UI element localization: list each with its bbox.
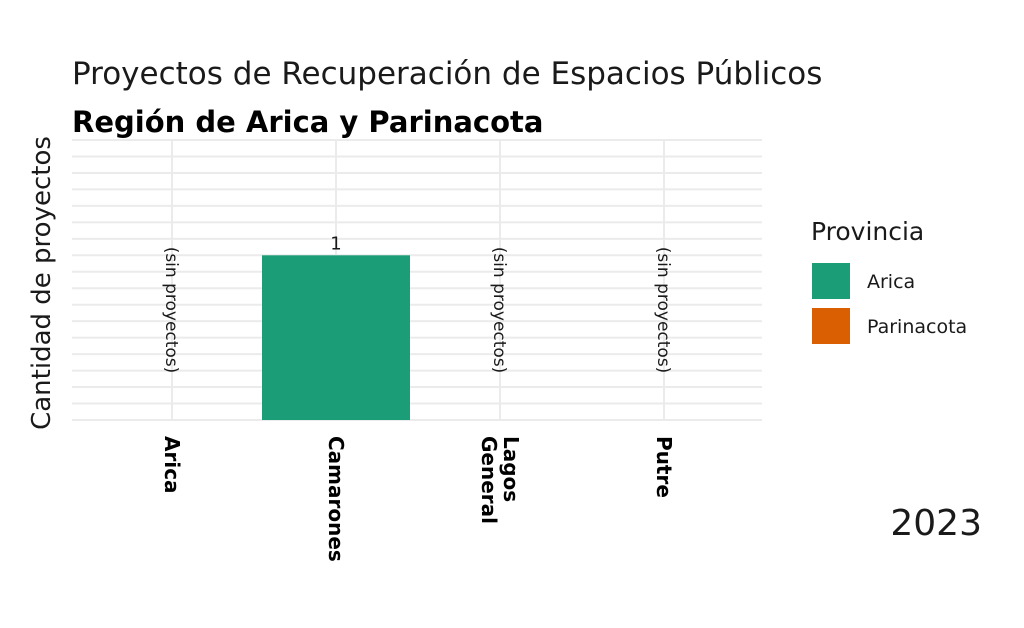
gridlines [72, 139, 762, 421]
x-tick-label-line: Putre [652, 436, 676, 498]
no-projects-note: (sin proyectos) [653, 247, 673, 374]
y-axis-label: Cantidad de proyectos [27, 136, 57, 430]
x-tick-label-line: Arica [160, 436, 184, 494]
x-tick-label: Putre [652, 436, 676, 498]
legend-swatch [812, 263, 850, 299]
bar [262, 255, 410, 420]
x-tick-label-line: Lagos [499, 436, 523, 502]
no-projects-note: (sin proyectos) [161, 247, 181, 374]
data-label: 1 [330, 233, 341, 254]
legend-label: Arica [867, 271, 915, 293]
bars [262, 255, 410, 420]
x-tick-label-line: Camarones [324, 436, 348, 562]
x-tick-label-line: General [477, 436, 501, 524]
chart-title: Proyectos de Recuperación de Espacios Pú… [72, 56, 822, 92]
year-label: 2023 [890, 503, 982, 544]
legend-title: Provincia [811, 217, 924, 246]
legend: Provincia Arica Parinacota [811, 217, 967, 344]
x-tick-label: Arica [160, 436, 184, 494]
legend-label: Parinacota [867, 316, 967, 338]
bar-annotations: (sin proyectos) 1 (sin proyectos) (sin proy… [161, 233, 673, 373]
x-tick-label: Camarones [324, 436, 348, 562]
no-projects-note: (sin proyectos) [489, 247, 509, 374]
chart-subtitle: Región de Arica y Parinacota [72, 105, 543, 139]
legend-swatch [812, 308, 850, 344]
